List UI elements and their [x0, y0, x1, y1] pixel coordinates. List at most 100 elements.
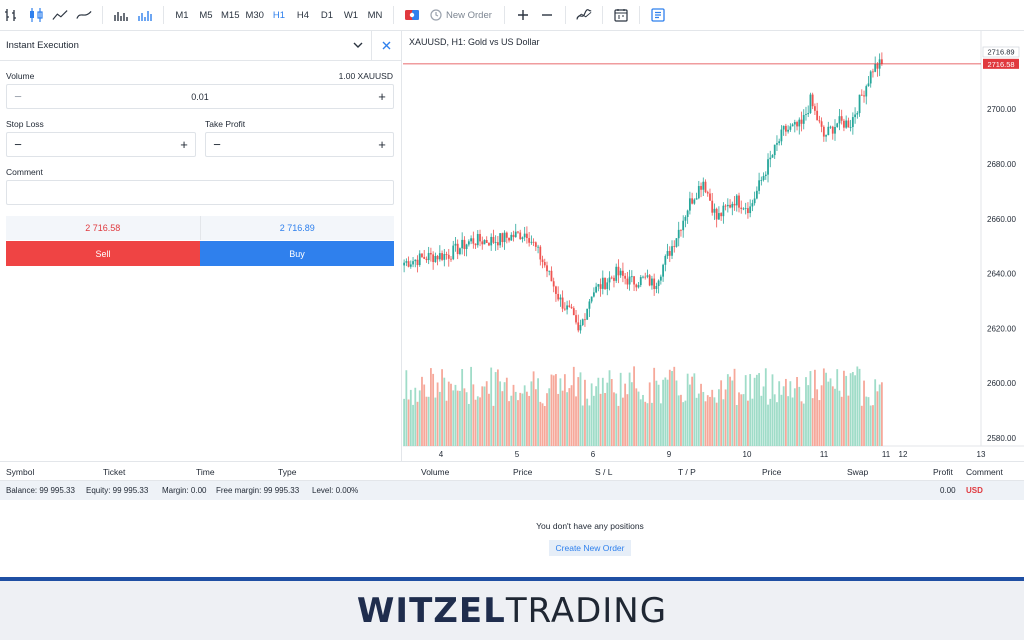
col-sl[interactable]: S / L — [595, 467, 613, 477]
volume-bar — [836, 369, 839, 446]
volume-bar — [409, 389, 412, 446]
volume-bar — [834, 388, 836, 446]
volume-bar — [633, 366, 635, 446]
candle-body — [613, 277, 615, 281]
volume-bar — [421, 376, 423, 446]
order-panel-icon[interactable] — [646, 4, 670, 26]
volume-bar — [744, 375, 747, 446]
bar-chart-icon[interactable] — [0, 4, 24, 26]
timeframe-h1[interactable]: H1 — [272, 9, 286, 21]
volume-bar — [508, 401, 510, 446]
timeframe-h4[interactable]: H4 — [296, 9, 310, 21]
volume-bar — [572, 366, 575, 446]
zoom-out-icon[interactable] — [535, 4, 559, 26]
candle-body — [740, 207, 743, 210]
candle-body — [584, 319, 586, 321]
col-ticket[interactable]: Ticket — [103, 467, 126, 477]
candle-body — [570, 306, 573, 309]
indicators-icon[interactable] — [133, 4, 157, 26]
time-tick-label: 10 — [743, 450, 752, 459]
volume-bar — [496, 369, 499, 446]
col-swap[interactable]: Swap — [847, 467, 869, 477]
create-new-order-button[interactable]: Create New Order — [549, 540, 631, 556]
candle-body — [726, 204, 729, 207]
timeframe-m15[interactable]: M15 — [221, 9, 240, 21]
timeframe-mn[interactable]: MN — [367, 9, 383, 21]
timeframe-m1[interactable]: M1 — [175, 9, 189, 21]
take-profit-decrease-button[interactable]: − — [213, 137, 221, 152]
chart-canvas[interactable]: 2580.00 2600.00 2620.00 2640.00 2660.00 2680.… — [403, 31, 1024, 461]
col-time[interactable]: Time — [196, 467, 215, 477]
area-line-icon[interactable] — [72, 4, 96, 26]
stop-loss-decrease-button[interactable]: − — [14, 137, 22, 152]
volume-bar — [528, 395, 531, 446]
volume-histogram-icon[interactable] — [109, 4, 133, 26]
calendar-icon[interactable] — [609, 4, 633, 26]
candle-body — [659, 276, 662, 281]
timeframe-m5[interactable]: M5 — [199, 9, 213, 21]
volume-input[interactable]: 0.01 — [191, 91, 209, 102]
timeframe-d1[interactable]: D1 — [320, 9, 334, 21]
candle-body — [512, 234, 515, 238]
col-volume[interactable]: Volume — [421, 467, 450, 477]
candle-body — [787, 129, 790, 132]
col-profit[interactable]: Profit — [933, 467, 953, 477]
col-comment[interactable]: Comment — [966, 467, 1003, 477]
volume-bar — [693, 373, 696, 446]
indicator-list-icon[interactable] — [572, 4, 596, 26]
close-icon[interactable] — [371, 30, 401, 61]
volume-increase-button[interactable]: + — [378, 89, 386, 104]
volume-bar — [767, 404, 769, 446]
col-tp[interactable]: T / P — [678, 467, 696, 477]
line-chart-icon[interactable] — [48, 4, 72, 26]
new-order-button[interactable]: New Order — [424, 4, 498, 26]
volume-bar — [414, 387, 417, 446]
timeframe-w1[interactable]: W1 — [343, 9, 359, 21]
volume-stepper[interactable]: − 0.01 + — [6, 84, 394, 109]
volume-bar — [711, 389, 714, 446]
candle-body — [476, 234, 479, 246]
candle-body — [555, 286, 557, 294]
candle-body — [577, 322, 580, 331]
volume-bar — [751, 398, 754, 446]
chevron-down-icon[interactable] — [345, 31, 371, 61]
volume-bar — [809, 371, 812, 446]
candle-body — [590, 296, 593, 302]
volume-bar — [418, 390, 421, 446]
col-symbol[interactable]: Symbol — [6, 467, 35, 477]
stop-loss-stepper[interactable]: − + — [6, 132, 196, 157]
price-chart[interactable]: 2580.00 2600.00 2620.00 2640.00 2660.00 2680.… — [403, 31, 1024, 461]
account-currency: USD — [966, 486, 983, 495]
sell-button[interactable]: Sell — [6, 241, 200, 266]
candlestick-icon[interactable] — [24, 4, 48, 26]
zoom-in-icon[interactable] — [511, 4, 535, 26]
time-tick-label: 4 — [439, 450, 444, 459]
timeframe-m30[interactable]: M30 — [245, 9, 264, 21]
volume-bar — [764, 368, 767, 446]
volume-bar — [548, 388, 551, 446]
comment-input[interactable] — [6, 180, 394, 205]
candle-body — [492, 236, 495, 243]
candle-body — [677, 229, 680, 239]
volume-bar — [872, 405, 874, 446]
stop-loss-increase-button[interactable]: + — [180, 137, 188, 152]
volume-bar — [644, 401, 647, 446]
one-click-trading-icon[interactable] — [400, 4, 424, 26]
volume-bar — [630, 382, 633, 446]
margin-level-value: Level: 0.00% — [312, 486, 359, 495]
volume-decrease-button[interactable]: − — [14, 89, 22, 104]
candle-body — [626, 278, 629, 285]
volume-bar — [512, 384, 515, 446]
col-price[interactable]: Price — [513, 467, 533, 477]
take-profit-increase-button[interactable]: + — [378, 137, 386, 152]
sell-price: 2 716.58 — [6, 216, 201, 240]
col-current-price[interactable]: Price — [762, 467, 782, 477]
col-type[interactable]: Type — [278, 467, 297, 477]
candle-body — [782, 125, 785, 130]
volume-bar — [829, 378, 832, 446]
take-profit-stepper[interactable]: − + — [205, 132, 394, 157]
buy-button[interactable]: Buy — [200, 241, 394, 266]
brand-banner: WITZELTRADING — [0, 581, 1024, 640]
volume-bar — [546, 393, 548, 446]
volume-bar — [843, 370, 845, 446]
